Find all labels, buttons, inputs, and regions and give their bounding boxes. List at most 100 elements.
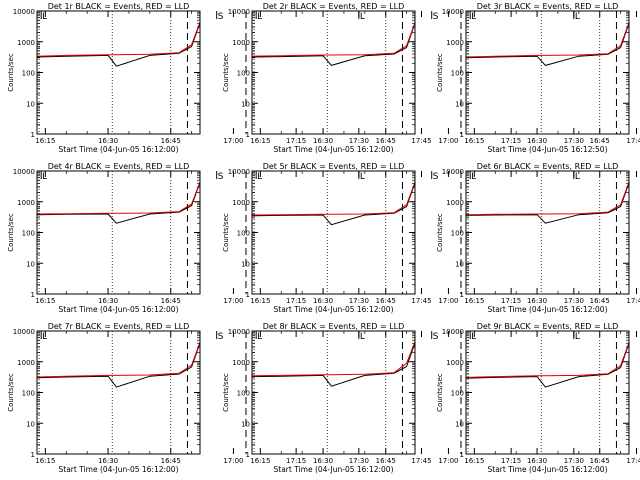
x-tick-label: 17:00 xyxy=(223,297,243,305)
x-tick-label: 17:00 xyxy=(223,137,243,145)
x-tick-label: 17:00 xyxy=(438,457,458,465)
x-axis-label: Start Time (04-Jun-05 16:12:00) xyxy=(488,305,608,314)
x-axis-label: Start Time (04-Jun-05 16:12:00) xyxy=(274,465,394,474)
marker-label-saa: S xyxy=(218,12,224,22)
panel-title: Det 5r BLACK = Events, RED = LLD xyxy=(263,162,405,171)
y-tick-label: 10 xyxy=(241,100,250,108)
y-tick-label: 10000 xyxy=(13,8,35,16)
detector-panel-5: L S L 1 10 100 1000 10000 16:15 16:30 16:45 17:00 17… xyxy=(222,162,640,314)
x-tick-label: 16:45 xyxy=(161,297,181,305)
events-series-line xyxy=(252,181,415,226)
x-tick-label: 17:45 xyxy=(411,457,431,465)
y-axis-label: Counts/sec xyxy=(436,373,444,412)
y-tick-label: 1000 xyxy=(232,39,250,47)
x-tick-label: 16:45 xyxy=(376,457,396,465)
y-tick-label: 1000 xyxy=(446,39,464,47)
events-series-line xyxy=(466,21,629,66)
x-tick-label: 16:45 xyxy=(376,137,396,145)
x-tick-label: 16:15 xyxy=(250,457,270,465)
x-tick-label: 16:15 xyxy=(250,297,270,305)
x-tick-label: 17:00 xyxy=(438,137,458,145)
x-tick-label: 17:15 xyxy=(501,297,521,305)
events-series-line xyxy=(252,341,415,387)
marker-label-right: L xyxy=(360,332,365,342)
x-tick-label: 16:15 xyxy=(464,297,484,305)
x-tick-label: 17:30 xyxy=(349,297,369,305)
marker-label-left: L xyxy=(471,172,476,182)
y-tick-label: 10000 xyxy=(228,328,250,336)
x-axis-label: Start Time (04-Jun-05 16:12:00) xyxy=(59,465,179,474)
x-tick-label: 17:00 xyxy=(438,297,458,305)
detector-panel-6: L S L 1 10 100 1000 10000 16:15 16:30 16:45 17:00 17… xyxy=(436,162,630,314)
x-tick-label: 17:15 xyxy=(286,137,306,145)
detector-panel-4: L S L 1 10 100 1000 10000 16:15 16:30 16:45 17:00 17… xyxy=(7,162,432,314)
y-axis-label: Counts/sec xyxy=(222,53,230,92)
x-tick-label: 16:30 xyxy=(98,457,118,465)
x-tick-label: 16:15 xyxy=(464,137,484,145)
panel-title: Det 4r BLACK = Events, RED = LLD xyxy=(48,162,190,171)
y-tick-label: 1000 xyxy=(17,199,35,207)
x-tick-label: 17:30 xyxy=(349,137,369,145)
x-tick-label: 16:30 xyxy=(527,297,547,305)
marker-label-saa: S xyxy=(218,332,224,342)
panel-title: Det 7r BLACK = Events, RED = LLD xyxy=(48,322,190,331)
plot-frame xyxy=(465,170,630,295)
y-tick-label: 1 xyxy=(246,131,250,139)
panel-title: Det 3r BLACK = Events, RED = LLD xyxy=(477,2,619,11)
marker-label-left: L xyxy=(471,332,476,342)
y-tick-label: 10 xyxy=(241,420,250,428)
x-tick-label: 17:15 xyxy=(501,457,521,465)
x-tick-label: 17:30 xyxy=(564,457,584,465)
events-series-line xyxy=(252,21,415,66)
x-tick-label: 17:45 xyxy=(411,137,431,145)
x-tick-label: 16:15 xyxy=(250,137,270,145)
x-axis-label: Start Time (04-Jun-05 16:12:00) xyxy=(488,465,608,474)
marker-label-saa: S xyxy=(433,172,439,182)
marker-label-right: L xyxy=(575,12,580,22)
marker-label-left: L xyxy=(42,172,47,182)
y-tick-label: 10 xyxy=(26,260,35,268)
x-tick-label: 16:45 xyxy=(590,297,610,305)
y-tick-label: 10000 xyxy=(13,328,35,336)
y-axis-label: Counts/sec xyxy=(7,373,15,412)
x-tick-label: 16:30 xyxy=(527,137,547,145)
y-tick-label: 1 xyxy=(246,451,250,459)
y-tick-label: 10000 xyxy=(228,168,250,176)
x-tick-label: 16:15 xyxy=(35,457,55,465)
y-tick-label: 1000 xyxy=(232,199,250,207)
x-tick-label: 16:15 xyxy=(35,137,55,145)
y-tick-label: 10 xyxy=(455,420,464,428)
marker-label-right: L xyxy=(575,172,580,182)
panel-title: Det 6r BLACK = Events, RED = LLD xyxy=(477,162,619,171)
lld-series-line xyxy=(466,180,629,216)
x-tick-label: 17:45 xyxy=(626,457,640,465)
x-tick-label: 16:15 xyxy=(35,297,55,305)
y-tick-label: 10 xyxy=(241,260,250,268)
marker-label-right: L xyxy=(360,172,365,182)
marker-label-left: L xyxy=(471,12,476,22)
y-tick-label: 100 xyxy=(22,390,35,398)
events-series-line xyxy=(466,181,629,224)
y-tick-label: 100 xyxy=(237,70,250,78)
x-tick-label: 16:15 xyxy=(464,457,484,465)
panel-title: Det 2r BLACK = Events, RED = LLD xyxy=(263,2,405,11)
x-tick-label: 17:15 xyxy=(286,457,306,465)
panel-title: Det 8r BLACK = Events, RED = LLD xyxy=(263,322,405,331)
plot-frame xyxy=(251,170,416,295)
plot-frame xyxy=(36,330,201,455)
x-tick-label: 17:30 xyxy=(564,137,584,145)
y-tick-label: 1000 xyxy=(17,39,35,47)
x-tick-label: 16:45 xyxy=(161,137,181,145)
detector-panel-2: L S L 1 10 100 1000 10000 16:15 16:30 16:45 17:00 17… xyxy=(222,2,640,154)
plot-frame xyxy=(251,10,416,135)
y-tick-label: 10000 xyxy=(228,8,250,16)
x-tick-label: 17:30 xyxy=(349,457,369,465)
y-tick-label: 10 xyxy=(455,260,464,268)
plot-frame xyxy=(36,170,201,295)
marker-label-right: L xyxy=(360,12,365,22)
lld-series-line xyxy=(37,180,200,215)
y-tick-label: 1 xyxy=(31,451,35,459)
x-axis-label: Start Time (04-Jun-05 16:12:00) xyxy=(59,305,179,314)
y-axis-label: Counts/sec xyxy=(222,373,230,412)
panel-title: Det 1r BLACK = Events, RED = LLD xyxy=(48,2,190,11)
